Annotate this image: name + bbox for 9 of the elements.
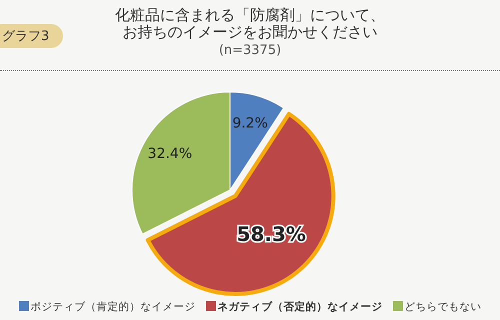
data-label: 32.4% — [148, 146, 192, 162]
text: グラフ3 — [0, 24, 64, 48]
legend-label: ポジティブ（肯定的）なイメージ — [30, 300, 196, 314]
chart-title: 化粧品に含まれる「防腐剤」について、お持ちのイメージをお聞かせください — [115, 6, 385, 41]
chart-subtitle: (n=3375) — [218, 43, 282, 58]
legend-label: ネガティブ（否定的）なイメージ — [216, 300, 382, 314]
legend-label: どちらでもない — [404, 300, 482, 314]
data-label: 58.3% — [236, 222, 306, 246]
data-label: 9.2% — [232, 115, 268, 132]
